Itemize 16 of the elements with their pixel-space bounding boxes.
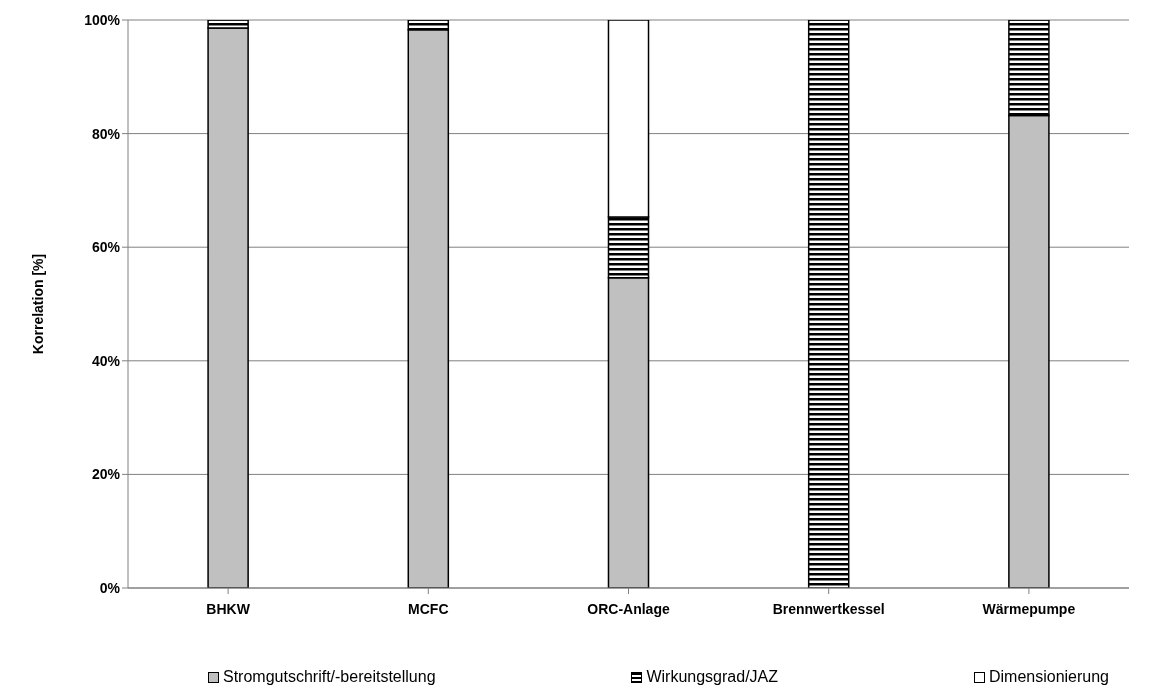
legend-label: Wirkungsgrad/JAZ bbox=[646, 668, 779, 686]
x-tick-label: MCFC bbox=[408, 600, 449, 617]
y-tick-label: 0% bbox=[99, 579, 121, 596]
legend-label: Dimensionierung bbox=[988, 668, 1109, 686]
y-tick-label: 40% bbox=[91, 352, 121, 369]
legend-label: Stromgutschrift/-bereitstellung bbox=[223, 668, 436, 686]
y-axis-title: Korrelation [%] bbox=[29, 253, 46, 355]
x-tick-label: ORC-Anlage bbox=[587, 600, 670, 617]
y-tick-label: 100% bbox=[84, 11, 121, 28]
y-tick-label: 80% bbox=[91, 125, 121, 142]
bar bbox=[807, 20, 850, 588]
x-tick-label: BHKW bbox=[206, 600, 251, 617]
x-tick-label: Brennwertkessel bbox=[772, 600, 885, 617]
x-tick-label: Wärmepumpe bbox=[982, 600, 1076, 617]
y-tick-label: 60% bbox=[91, 239, 121, 256]
y-tick-label: 20% bbox=[91, 466, 121, 483]
